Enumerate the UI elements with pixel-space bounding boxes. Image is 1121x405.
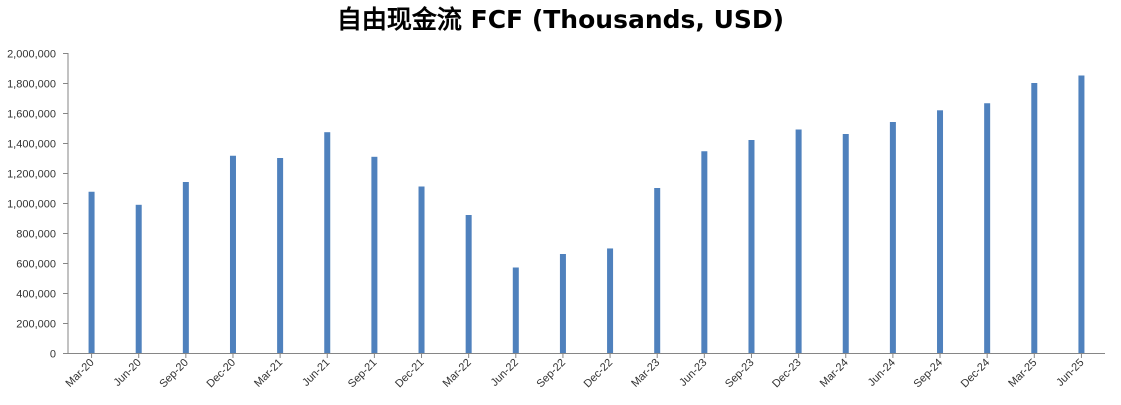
- y-tick-label: 1,800,000: [7, 79, 56, 91]
- y-tick-label: 800,000: [16, 229, 56, 241]
- x-tick-label: Jun-22: [489, 357, 521, 389]
- bar: [1078, 75, 1085, 353]
- bar: [324, 132, 331, 353]
- bar: [984, 103, 991, 353]
- x-tick-label: Sep-21: [346, 357, 380, 391]
- bar: [277, 158, 284, 353]
- y-tick-label: 400,000: [16, 289, 56, 301]
- x-tick-label: Mar-24: [818, 357, 851, 390]
- bar: [795, 129, 802, 353]
- bar: [512, 267, 519, 353]
- x-tick-label: Jun-25: [1054, 357, 1086, 389]
- y-tick-label: 1,400,000: [7, 139, 56, 151]
- y-tick-label: 1,200,000: [7, 169, 56, 181]
- bar: [418, 186, 425, 353]
- bar: [654, 188, 661, 353]
- bar: [182, 182, 189, 353]
- x-tick-label: Jun-24: [866, 357, 898, 389]
- y-tick-label: 0: [50, 349, 56, 361]
- y-tick-label: 600,000: [16, 259, 56, 271]
- x-tick-label: Dec-23: [770, 357, 804, 391]
- bar: [559, 254, 566, 353]
- chart-title: 自由现金流 FCF (Thousands, USD): [336, 5, 785, 34]
- x-tick-label: Dec-21: [393, 357, 427, 391]
- bar: [748, 140, 755, 353]
- x-tick-label: Mar-23: [629, 357, 662, 390]
- bar: [889, 122, 896, 353]
- x-tick-label: Mar-21: [252, 357, 285, 390]
- y-tick-label: 1,000,000: [7, 199, 56, 211]
- bar: [88, 191, 95, 353]
- y-tick-label: 2,000,000: [7, 49, 56, 61]
- bar: [1031, 83, 1038, 353]
- x-tick-label: Mar-25: [1006, 357, 1039, 390]
- x-tick-label: Sep-23: [723, 357, 757, 391]
- x-tick-label: Dec-20: [205, 357, 239, 391]
- x-tick-label: Jun-21: [300, 357, 332, 389]
- x-tick-label: Mar-20: [64, 357, 97, 390]
- x-tick-label: Dec-22: [582, 357, 616, 391]
- y-tick-label: 1,600,000: [7, 109, 56, 121]
- x-tick-label: Jun-20: [112, 357, 144, 389]
- bars: [88, 75, 1085, 353]
- x-tick-label: Mar-22: [441, 357, 474, 390]
- bar: [135, 204, 142, 353]
- bar: [937, 110, 944, 353]
- x-tick-label: Sep-22: [534, 357, 568, 391]
- x-tick-label: Sep-20: [157, 357, 191, 391]
- x-tick-label: Dec-24: [959, 357, 993, 391]
- bar: [465, 215, 472, 353]
- bar: [229, 155, 236, 353]
- x-tick-label: Sep-24: [912, 357, 946, 391]
- bar: [371, 156, 378, 353]
- bar: [701, 151, 708, 353]
- bar: [842, 134, 849, 353]
- x-tick-label: Jun-23: [677, 357, 709, 389]
- bar: [607, 248, 614, 353]
- y-axis: 0 200,000 400,000 600,000 800,000 1,000,000 1,…: [7, 49, 69, 361]
- y-tick-label: 200,000: [16, 319, 56, 331]
- x-axis: Mar-20 Jun-20 Sep-20 Dec-20 Mar-21 Jun-21 Sep-…: [64, 353, 1105, 390]
